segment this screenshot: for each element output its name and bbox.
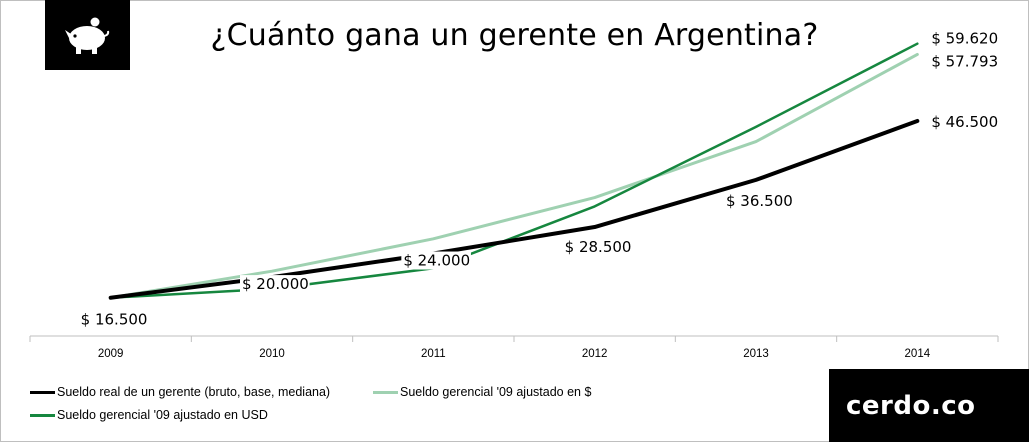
x-tick-label-2010: 2010 <box>259 348 285 360</box>
legend-label-ars: Sueldo gerencial '09 ajustado en $ <box>400 385 592 399</box>
piggy-bank-icon <box>65 17 110 54</box>
legend-swatch-ars <box>373 391 398 394</box>
legend-label-usd: Sueldo gerencial '09 ajustado en USD <box>57 408 268 422</box>
data-label-ars-2014: $ 57.793 <box>931 52 998 70</box>
series-line-ars <box>109 52 919 300</box>
logo <box>45 0 130 70</box>
legend-swatch-usd <box>30 414 55 417</box>
data-label-real-2010: $ 20.000 <box>242 275 309 293</box>
series-line-real <box>108 118 920 300</box>
data-label-bg <box>401 251 471 270</box>
data-label-real-2012: $ 28.500 <box>565 238 632 256</box>
series-line-usd <box>109 42 919 299</box>
chart-legend: Sueldo real de un gerente (bruto, base, … <box>30 384 810 434</box>
brand-name: cerdo.co <box>846 391 976 421</box>
chart-title: ¿Cuánto gana un gerente en Argentina? <box>210 18 819 53</box>
x-tick-label-2013: 2013 <box>743 348 769 360</box>
data-label-real-2014: $ 46.500 <box>931 113 998 131</box>
x-tick-label-2012: 2012 <box>582 348 608 360</box>
data-label-real-2013: $ 36.500 <box>726 192 793 210</box>
x-tick-label-2014: 2014 <box>905 348 931 360</box>
x-tick-label-2009: 2009 <box>98 348 124 360</box>
legend-label-real: Sueldo real de un gerente (bruto, base, … <box>57 385 331 399</box>
legend-swatch-real <box>30 391 55 394</box>
data-label-usd-2014: $ 59.620 <box>931 30 998 48</box>
data-label-bg <box>562 238 633 257</box>
data-label-real-2011: $ 24.000 <box>403 252 470 270</box>
x-tick-label-2011: 2011 <box>421 348 446 360</box>
data-label-real-2009: $ 16.500 <box>81 311 148 329</box>
brand-badge: cerdo.co <box>829 369 1029 442</box>
data-label-bg <box>240 275 310 294</box>
